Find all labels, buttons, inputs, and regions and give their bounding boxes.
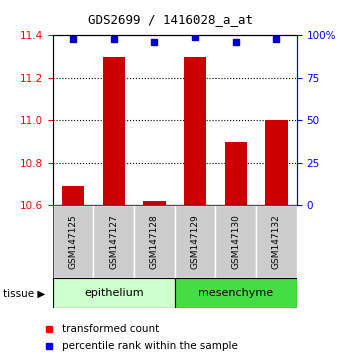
Bar <box>53 205 93 278</box>
Bar <box>62 186 84 205</box>
Text: tissue ▶: tissue ▶ <box>3 289 46 299</box>
Bar <box>216 205 256 278</box>
Bar <box>134 205 175 278</box>
Text: transformed count: transformed count <box>62 324 159 333</box>
Bar <box>265 120 287 205</box>
Text: GSM147127: GSM147127 <box>109 214 118 269</box>
Text: GDS2699 / 1416028_a_at: GDS2699 / 1416028_a_at <box>88 13 253 26</box>
Text: GSM147132: GSM147132 <box>272 214 281 269</box>
Text: GSM147129: GSM147129 <box>191 214 199 269</box>
Text: percentile rank within the sample: percentile rank within the sample <box>62 341 238 351</box>
Bar <box>184 57 206 205</box>
Bar <box>175 278 297 308</box>
Bar <box>53 278 175 308</box>
Text: GSM147128: GSM147128 <box>150 214 159 269</box>
Bar <box>256 205 297 278</box>
Bar <box>224 142 247 205</box>
Bar <box>93 205 134 278</box>
Text: mesenchyme: mesenchyme <box>198 288 273 298</box>
Text: epithelium: epithelium <box>84 288 144 298</box>
Text: GSM147125: GSM147125 <box>69 214 78 269</box>
Bar <box>143 201 166 205</box>
Bar <box>103 57 125 205</box>
Bar <box>175 205 216 278</box>
Text: GSM147130: GSM147130 <box>231 214 240 269</box>
